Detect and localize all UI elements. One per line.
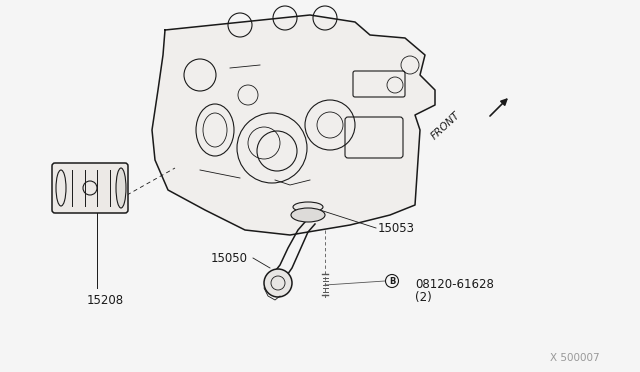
Ellipse shape [56, 170, 66, 206]
Text: X 500007: X 500007 [550, 353, 600, 363]
Text: (2): (2) [415, 292, 432, 305]
Polygon shape [152, 15, 435, 235]
Ellipse shape [291, 208, 325, 222]
Text: 15208: 15208 [86, 294, 124, 307]
Ellipse shape [293, 202, 323, 212]
FancyBboxPatch shape [52, 163, 128, 213]
Text: 15050: 15050 [211, 251, 248, 264]
Circle shape [264, 269, 292, 297]
Text: 15053: 15053 [378, 221, 415, 234]
Text: 08120-61628: 08120-61628 [415, 279, 494, 292]
Text: FRONT: FRONT [429, 110, 462, 141]
Ellipse shape [116, 168, 126, 208]
Text: B: B [389, 276, 395, 285]
